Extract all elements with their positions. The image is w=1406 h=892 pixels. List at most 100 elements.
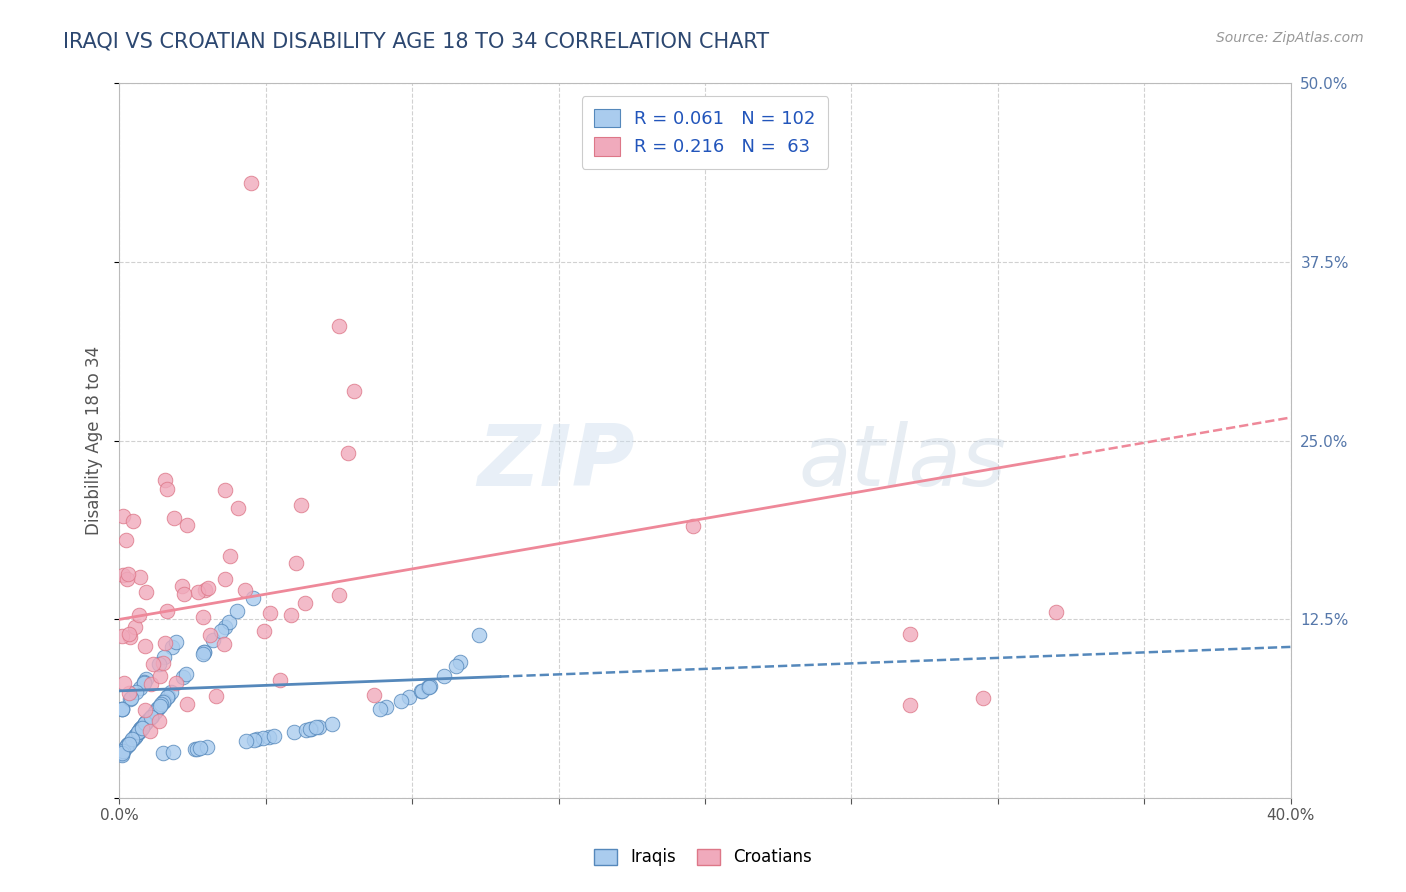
Point [111, 747, 134, 761]
Point [141, 709, 163, 723]
Point [295, 723, 318, 737]
Point [128, 681, 150, 695]
Point [328, 319, 350, 334]
Point [118, 630, 141, 644]
Point [118, 737, 141, 751]
Point [128, 608, 150, 623]
Point [172, 670, 194, 684]
Point [363, 688, 385, 702]
Point [111, 748, 134, 763]
Point [112, 675, 135, 690]
Point [299, 722, 322, 736]
Point [111, 702, 134, 716]
Point [212, 637, 235, 651]
Point [121, 732, 143, 747]
Point [259, 730, 281, 744]
Point [124, 620, 146, 634]
Point [368, 702, 391, 716]
Point [149, 668, 172, 682]
Point [124, 728, 146, 742]
Point [173, 587, 195, 601]
Point [121, 514, 143, 528]
Point [218, 615, 240, 629]
Point [191, 647, 214, 661]
Point [187, 584, 209, 599]
Point [111, 746, 134, 760]
Point [143, 705, 166, 719]
Point [156, 690, 179, 705]
Point [294, 596, 316, 610]
Point [374, 700, 396, 714]
Point [246, 732, 269, 747]
Text: atlas: atlas [799, 421, 1007, 504]
Point [233, 582, 256, 597]
Point [111, 568, 134, 582]
Point [117, 737, 139, 751]
Point [153, 694, 176, 708]
Point [124, 729, 146, 743]
Point [150, 697, 173, 711]
Point [111, 702, 134, 716]
Point [124, 728, 146, 742]
Point [204, 689, 226, 703]
Point [193, 610, 215, 624]
Point [188, 741, 211, 756]
Point [308, 720, 330, 734]
Point [146, 700, 169, 714]
Point [409, 684, 432, 698]
Point [174, 667, 197, 681]
Point [259, 606, 281, 620]
Point [117, 739, 139, 753]
Point [898, 626, 921, 640]
Point [682, 519, 704, 533]
Point [148, 657, 170, 671]
Point [433, 669, 456, 683]
Point [183, 742, 205, 756]
Point [419, 679, 441, 693]
Legend: Iraqis, Croatians: Iraqis, Croatians [588, 842, 818, 873]
Point [135, 585, 157, 599]
Point [235, 734, 257, 748]
Point [176, 517, 198, 532]
Point [138, 712, 160, 726]
Point [193, 645, 215, 659]
Point [118, 627, 141, 641]
Point [226, 605, 249, 619]
Point [219, 549, 242, 563]
Point [411, 683, 433, 698]
Point [214, 619, 236, 633]
Point [141, 677, 163, 691]
Point [214, 483, 236, 497]
Point [162, 640, 184, 655]
Point [128, 724, 150, 739]
Point [418, 680, 440, 694]
Point [152, 747, 174, 761]
Point [321, 716, 343, 731]
Point [134, 716, 156, 731]
Point [398, 690, 420, 705]
Point [202, 633, 225, 648]
Point [117, 567, 139, 582]
Point [226, 500, 249, 515]
Point [252, 731, 274, 746]
Point [328, 587, 350, 601]
Point [263, 729, 285, 743]
Point [342, 384, 364, 398]
Point [111, 744, 134, 758]
Point [129, 723, 152, 737]
Point [115, 739, 138, 754]
Point [115, 533, 138, 547]
Point [152, 695, 174, 709]
Point [243, 732, 266, 747]
Y-axis label: Disability Age 18 to 34: Disability Age 18 to 34 [86, 346, 103, 535]
Point [112, 508, 135, 523]
Point [195, 740, 218, 755]
Point [467, 628, 489, 642]
Point [132, 719, 155, 733]
Point [1045, 605, 1067, 619]
Point [198, 628, 221, 642]
Point [139, 723, 162, 738]
Point [284, 556, 307, 570]
Point [131, 721, 153, 735]
Point [131, 720, 153, 734]
